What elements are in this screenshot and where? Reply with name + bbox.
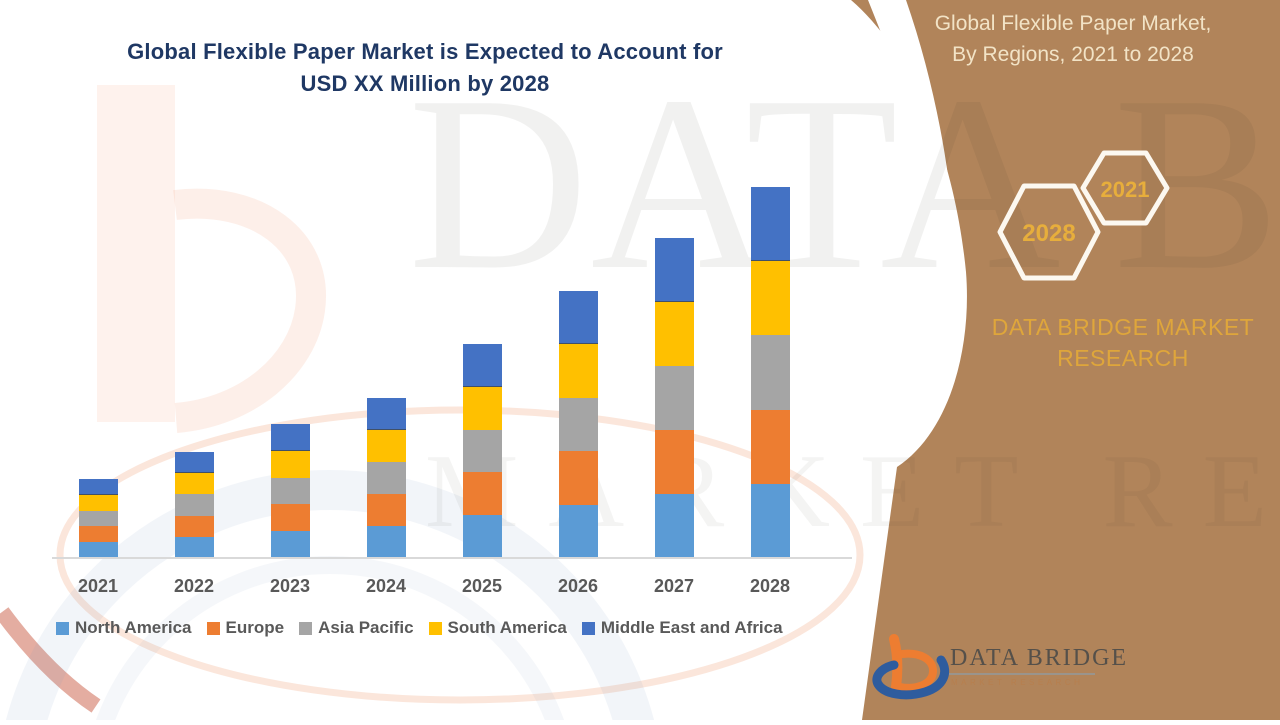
segment-north-america bbox=[174, 536, 214, 558]
legend-label: Middle East and Africa bbox=[600, 618, 783, 637]
segment-europe bbox=[462, 472, 502, 516]
panel-title: Global Flexible Paper Market, By Regions… bbox=[888, 8, 1258, 70]
bar-2021 bbox=[78, 479, 118, 558]
legend-item-north-america: North America bbox=[56, 618, 192, 638]
segment-asia-pacific bbox=[654, 366, 694, 430]
segment-asia-pacific bbox=[366, 462, 406, 494]
segment-middle-east-and-africa bbox=[174, 452, 214, 474]
logo-d-swoosh-icon bbox=[872, 655, 950, 700]
panel-title-line1: Global Flexible Paper Market, bbox=[934, 12, 1212, 35]
segment-south-america bbox=[750, 261, 790, 336]
segment-europe bbox=[558, 451, 598, 505]
hexagon-year-2021: 2021 bbox=[1100, 177, 1150, 202]
segment-europe bbox=[366, 494, 406, 526]
x-axis-label-2028: 2028 bbox=[749, 576, 791, 596]
segment-south-america bbox=[654, 302, 694, 366]
segment-asia-pacific bbox=[78, 510, 118, 527]
bar-2023 bbox=[270, 424, 310, 558]
segment-south-america bbox=[174, 473, 214, 495]
chart-title: Global Flexible Paper Market is Expected… bbox=[40, 36, 810, 100]
legend-label: Asia Pacific bbox=[318, 618, 414, 637]
hexagon-year-2028: 2028 bbox=[1022, 220, 1076, 247]
segment-asia-pacific bbox=[270, 477, 310, 505]
segment-south-america bbox=[462, 386, 502, 430]
segment-europe bbox=[750, 409, 790, 484]
legend-item-south-america: South America bbox=[428, 618, 567, 638]
legend-marker-icon bbox=[299, 621, 313, 635]
legend: North America Europe Asia Pacific South Ame… bbox=[56, 618, 783, 638]
chart-title-line1: Global Flexible Paper Market is Expected… bbox=[127, 39, 723, 64]
bar-2022 bbox=[174, 452, 214, 558]
segment-europe bbox=[270, 504, 310, 532]
bar-2024 bbox=[366, 398, 406, 558]
legend-marker-icon bbox=[428, 621, 442, 635]
panel-title-line2: By Regions, 2021 to 2028 bbox=[952, 43, 1194, 66]
x-axis-label-2022: 2022 bbox=[173, 576, 215, 596]
x-axis-label-2023: 2023 bbox=[269, 576, 311, 596]
logo-wordmark: DATA BRIDGE bbox=[950, 645, 1129, 671]
segment-south-america bbox=[558, 344, 598, 398]
segment-europe bbox=[654, 430, 694, 494]
segment-middle-east-and-africa bbox=[270, 424, 310, 451]
x-axis-line bbox=[52, 557, 852, 559]
segment-north-america bbox=[558, 504, 598, 558]
chart-title-line2: USD XX Million by 2028 bbox=[300, 71, 550, 96]
legend-item-europe: Europe bbox=[206, 618, 285, 638]
segment-south-america bbox=[270, 450, 310, 478]
logo-subtext: MARKET RESEARCH bbox=[951, 678, 1084, 687]
segment-middle-east-and-africa bbox=[558, 291, 598, 345]
logo-b-bowl-icon bbox=[895, 649, 937, 692]
segment-europe bbox=[174, 515, 214, 537]
segment-asia-pacific bbox=[558, 397, 598, 452]
bar-2027 bbox=[654, 238, 694, 558]
segment-middle-east-and-africa bbox=[366, 398, 406, 430]
bar-2028 bbox=[750, 187, 790, 558]
segment-middle-east-and-africa bbox=[654, 238, 694, 302]
segment-north-america bbox=[366, 526, 406, 558]
segment-middle-east-and-africa bbox=[750, 187, 790, 262]
segment-south-america bbox=[78, 494, 118, 511]
segment-south-america bbox=[366, 430, 406, 462]
legend-marker-icon bbox=[206, 621, 220, 635]
segment-north-america bbox=[78, 542, 118, 558]
panel-notch-shape bbox=[868, 0, 954, 230]
logo-underline bbox=[949, 673, 1095, 675]
legend-label: Europe bbox=[225, 618, 285, 637]
legend-label: South America bbox=[447, 618, 567, 637]
segment-north-america bbox=[270, 531, 310, 558]
brand-text-line2: RESEARCH bbox=[1057, 345, 1189, 371]
x-axis-label-2025: 2025 bbox=[461, 576, 503, 596]
segment-north-america bbox=[462, 515, 502, 558]
segment-asia-pacific bbox=[750, 335, 790, 410]
x-axis-label-2026: 2026 bbox=[557, 576, 599, 596]
bar-2026 bbox=[558, 291, 598, 558]
logo-b-stem-icon bbox=[889, 634, 903, 692]
segment-asia-pacific bbox=[462, 429, 502, 473]
brand-text-line1: DATA BRIDGE MARKET bbox=[991, 314, 1255, 340]
x-axis-label-2027: 2027 bbox=[653, 576, 695, 596]
x-axis-label-2024: 2024 bbox=[365, 576, 407, 596]
segment-asia-pacific bbox=[174, 494, 214, 516]
panel-main-polygon bbox=[851, 0, 1280, 720]
bar-2025 bbox=[462, 344, 502, 558]
segment-middle-east-and-africa bbox=[462, 344, 502, 387]
segment-north-america bbox=[750, 483, 790, 558]
segment-north-america bbox=[654, 494, 694, 558]
segment-middle-east-and-africa bbox=[78, 479, 118, 495]
legend-label: North America bbox=[75, 618, 192, 637]
legend-marker-icon bbox=[56, 621, 69, 635]
legend-marker-icon bbox=[581, 621, 595, 635]
legend-item-asia-pacific: Asia Pacific bbox=[299, 618, 414, 638]
x-axis-label-2021: 2021 bbox=[77, 576, 119, 596]
legend-item-middle-east-and-africa: Middle East and Africa bbox=[581, 618, 783, 638]
brand-text: DATA BRIDGE MARKET RESEARCH bbox=[953, 312, 1280, 374]
segment-europe bbox=[78, 526, 118, 543]
